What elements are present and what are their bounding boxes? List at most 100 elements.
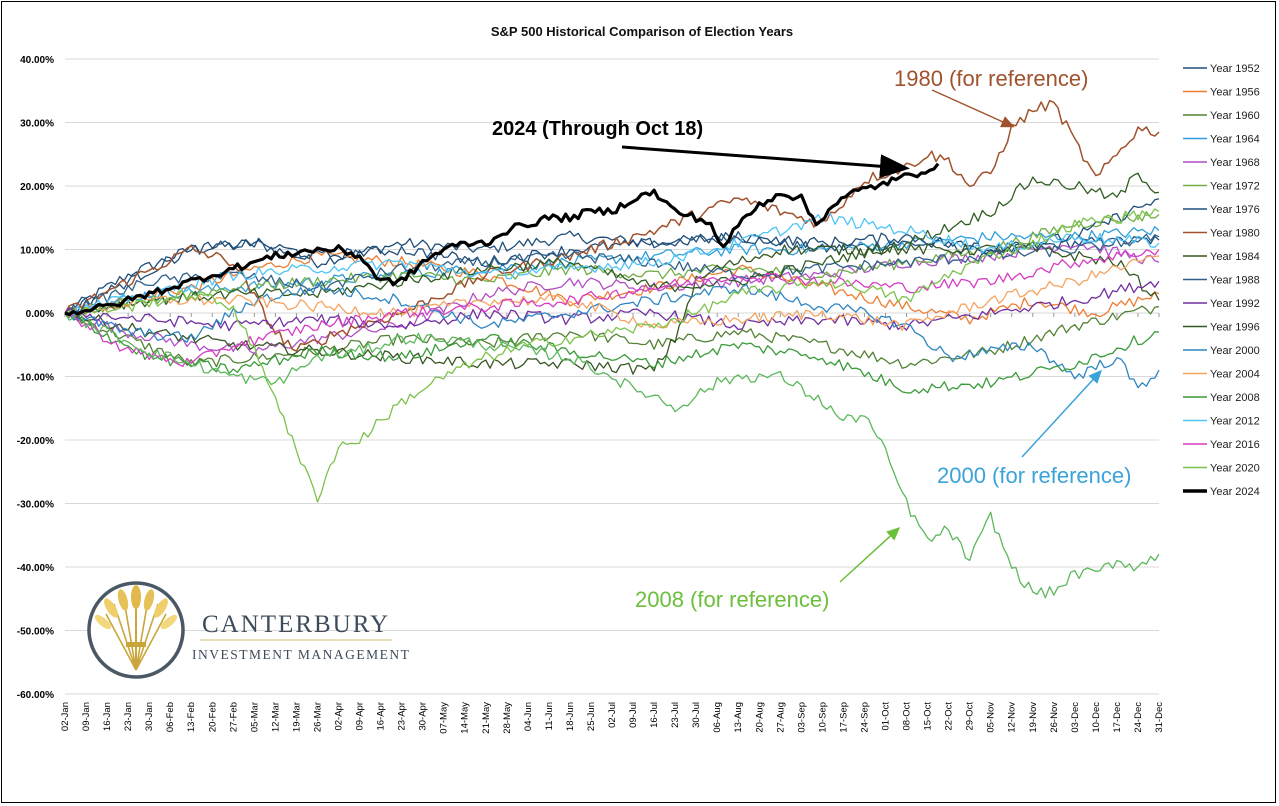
x-tick-label: 27-Feb — [228, 702, 239, 732]
wheat-sheaf-icon — [94, 585, 178, 671]
x-tick-label: 26-Mar — [312, 702, 323, 732]
series-line-year-2004 — [64, 255, 1160, 332]
legend: Year 1952 Year 1956 Year 1960 Year 1964 Year… — [1183, 63, 1260, 498]
x-tick-label: 02-Apr — [334, 702, 345, 731]
x-tick-label: 07-May — [439, 702, 450, 734]
y-tick-label: -50.00% — [17, 627, 54, 638]
series-line-year-1968 — [64, 244, 1160, 355]
series-line-year-2008 — [64, 311, 1160, 394]
x-tick-label: 12-Nov — [1007, 702, 1018, 733]
x-tick-label: 20-Feb — [207, 702, 218, 732]
legend-label: Year 1996 — [1210, 322, 1260, 334]
x-tick-label: 15-Oct — [923, 702, 934, 731]
annotation-2008-label: 2008 (for reference) — [635, 587, 829, 612]
x-tick-label: 06-Aug — [712, 702, 723, 733]
legend-label: Year 2000 — [1210, 345, 1260, 357]
y-tick-label: 30.00% — [20, 119, 54, 130]
x-tick-label: 12-Mar — [270, 702, 281, 732]
x-tick-label: 03-Sep — [796, 702, 807, 733]
y-tick-label: -40.00% — [17, 563, 54, 574]
annotation-2024-label: 2024 (Through Oct 18) — [492, 118, 703, 140]
grid-lines — [65, 58, 1159, 695]
x-tick-label: 13-Aug — [733, 702, 744, 733]
y-tick-label: -20.00% — [17, 436, 54, 447]
annotation-1980-arrow — [931, 89, 1015, 128]
annotation-2024-arrow — [621, 145, 910, 179]
x-tick-label: 10-Dec — [1091, 702, 1102, 733]
annotation-1980-label: 1980 (for reference) — [894, 66, 1088, 91]
canterbury-logo: CANTERBURY INVESTMENT MANAGEMENT — [87, 581, 410, 679]
x-tick-label: 23-Jul — [670, 702, 681, 728]
x-tick-label: 16-Jan — [102, 702, 113, 731]
legend-label: Year 1980 — [1210, 228, 1260, 240]
x-tick-label: 02-Jul — [607, 702, 618, 728]
x-tick-label: 04-Jun — [523, 702, 534, 731]
legend-label: Year 2012 — [1210, 416, 1260, 428]
x-tick-label: 09-Jul — [628, 702, 639, 728]
x-axis-ticks: 02-Jan 09-Jan 16-Jan 23-Jan 30-Jan 06-Feb 13-F… — [60, 313, 1165, 734]
legend-label: Year 1976 — [1210, 204, 1260, 216]
x-tick-label: 19-Nov — [1028, 702, 1039, 733]
legend-label: Year 1988 — [1210, 275, 1260, 287]
series-line-year-1992 — [64, 280, 1160, 332]
x-tick-label: 31-Dec — [1154, 702, 1165, 733]
y-tick-label: -30.00% — [17, 500, 54, 511]
x-tick-label: 05-Nov — [986, 702, 997, 733]
logo-name: CANTERBURY — [202, 611, 390, 638]
x-tick-label: 16-Jul — [649, 702, 660, 728]
x-tick-label: 08-Oct — [902, 702, 913, 731]
series-line-year-1960 — [64, 305, 1160, 369]
x-tick-label: 02-Jan — [60, 702, 71, 731]
x-tick-label: 14-May — [460, 702, 471, 734]
x-tick-label: 30-Jan — [144, 702, 155, 731]
annotation-2000-label: 2000 (for reference) — [937, 463, 1131, 488]
x-tick-label: 09-Apr — [355, 702, 366, 731]
legend-label: Year 2016 — [1210, 439, 1260, 451]
series-line-year-2024 — [64, 162, 940, 317]
y-axis-ticks: 40.00% 30.00% 20.00% 10.00% 0.00% -10.00% -20.… — [17, 55, 54, 701]
x-tick-label: 24-Dec — [1133, 702, 1144, 733]
legend-label: Year 2020 — [1210, 463, 1260, 475]
x-tick-label: 28-May — [502, 702, 513, 734]
x-tick-label: 11-Jun — [544, 702, 555, 730]
series-line-year-2016 — [64, 249, 1160, 368]
series-line-year-2020 — [64, 208, 1160, 503]
x-tick-label: 30-Jul — [691, 702, 702, 728]
x-tick-label: 20-Aug — [754, 702, 765, 733]
y-tick-label: 20.00% — [20, 182, 54, 193]
series-line-year-1988 — [64, 233, 1160, 318]
y-tick-label: -60.00% — [17, 690, 54, 701]
y-tick-label: 0.00% — [26, 309, 54, 320]
y-tick-label: 10.00% — [20, 246, 54, 257]
x-tick-label: 03-Dec — [1070, 702, 1081, 733]
x-tick-label: 13-Feb — [186, 702, 197, 732]
annotations: 2024 (Through Oct 18) 1980 (for referenc… — [492, 66, 1131, 612]
x-tick-label: 25-Jun — [586, 702, 597, 731]
legend-label: Year 1968 — [1210, 157, 1260, 169]
x-tick-label: 29-Oct — [965, 702, 976, 731]
series-lines — [64, 99, 1160, 599]
x-tick-label: 22-Oct — [944, 702, 955, 731]
x-tick-label: 30-Apr — [418, 702, 429, 731]
x-tick-label: 06-Feb — [165, 702, 176, 732]
annotation-2000-arrow — [1021, 369, 1103, 458]
x-tick-label: 05-Mar — [249, 702, 260, 732]
x-tick-label: 27-Aug — [775, 702, 786, 733]
x-tick-label: 16-Apr — [376, 702, 387, 731]
series-line-year-2012 — [64, 212, 1160, 318]
x-tick-label: 17-Sep — [838, 702, 849, 733]
annotation-2008-arrow — [839, 526, 901, 583]
series-line-year-1980 — [64, 99, 1160, 352]
legend-label: Year 1956 — [1210, 87, 1260, 99]
chart-title: S&P 500 Historical Comparison of Electio… — [491, 24, 793, 39]
x-tick-label: 23-Jan — [123, 702, 134, 731]
x-tick-label: 18-Jun — [565, 702, 576, 731]
logo-subtitle: INVESTMENT MANAGEMENT — [192, 647, 410, 662]
legend-label: Year 2004 — [1210, 369, 1260, 381]
legend-label: Year 1952 — [1210, 63, 1260, 75]
series-line-year-1964 — [64, 226, 1160, 318]
legend-label: Year 1992 — [1210, 298, 1260, 310]
x-tick-label: 01-Oct — [881, 702, 892, 731]
